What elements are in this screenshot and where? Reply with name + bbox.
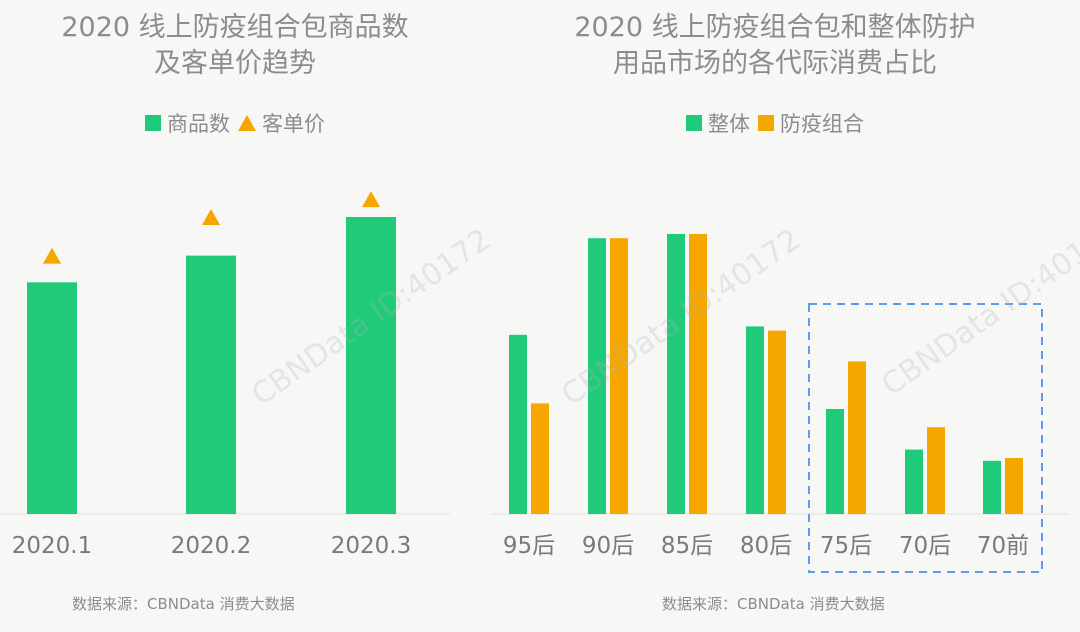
- bar-combo: [610, 238, 628, 514]
- right-legend: 整体 防疫组合: [470, 108, 1080, 138]
- bar-overall: [746, 326, 764, 514]
- marker-unit-price: [362, 191, 380, 208]
- left-panel: 2020 线上防疫组合包商品数 及客单价趋势 商品数 客单价 数据来源：CBND…: [0, 0, 470, 632]
- bar-combo: [689, 234, 707, 514]
- x-tick-label: 2020.2: [171, 533, 251, 559]
- right-title-line1: 2020 线上防疫组合包和整体防护: [574, 12, 976, 43]
- x-tick-label: 95后: [503, 533, 555, 559]
- right-panel: 2020 线上防疫组合包和整体防护 用品市场的各代际消费占比 整体 防疫组合 数…: [470, 0, 1080, 632]
- bar-combo: [848, 361, 866, 514]
- bar-combo: [1005, 458, 1023, 514]
- legend-label: 整体: [708, 112, 750, 136]
- legend-label: 商品数: [167, 112, 230, 136]
- green-square-icon: [145, 115, 161, 131]
- bar-overall: [588, 238, 606, 514]
- bar-product-count: [27, 282, 77, 514]
- x-tick-label: 2020.1: [12, 533, 92, 559]
- left-title-line2: 及客单价趋势: [154, 48, 316, 79]
- left-title-line1: 2020 线上防疫组合包商品数: [61, 12, 409, 43]
- left-source-note: 数据来源：CBNData 消费大数据: [72, 595, 295, 613]
- right-title-line2: 用品市场的各代际消费占比: [613, 48, 937, 79]
- legend-label: 防疫组合: [780, 112, 864, 136]
- marker-unit-price: [202, 209, 220, 225]
- x-tick-label: 70前: [977, 533, 1029, 559]
- right-source-note: 数据来源：CBNData 消费大数据: [662, 595, 885, 613]
- bar-overall: [826, 409, 844, 514]
- bar-combo: [927, 427, 945, 514]
- bar-product-count: [186, 255, 236, 515]
- x-tick-label: 80后: [740, 533, 792, 559]
- x-tick-label: 2020.3: [331, 533, 411, 559]
- bar-product-count: [346, 217, 396, 514]
- legend-item-price: 客单价: [238, 108, 325, 138]
- left-chart-title: 2020 线上防疫组合包商品数 及客单价趋势: [0, 10, 470, 82]
- bar-overall: [667, 234, 685, 514]
- bar-overall: [983, 460, 1001, 514]
- marker-unit-price: [43, 247, 61, 264]
- bar-overall: [905, 449, 923, 514]
- bar-combo: [768, 330, 786, 514]
- legend-item-overall: 整体: [686, 108, 750, 138]
- right-chart-title: 2020 线上防疫组合包和整体防护 用品市场的各代际消费占比: [470, 10, 1080, 82]
- bar-overall: [509, 334, 527, 514]
- x-tick-label: 90后: [582, 533, 634, 559]
- orange-triangle-icon: [238, 115, 256, 131]
- x-tick-label: 70后: [899, 533, 951, 559]
- legend-label: 客单价: [262, 112, 325, 136]
- bar-combo: [531, 403, 549, 514]
- green-square-icon: [686, 115, 702, 131]
- legend-item-count: 商品数: [145, 108, 230, 138]
- legend-item-combo: 防疫组合: [758, 108, 864, 138]
- highlight-box: [808, 303, 1043, 573]
- orange-square-icon: [758, 115, 774, 131]
- x-tick-label: 85后: [661, 533, 713, 559]
- x-tick-label: 75后: [820, 533, 872, 559]
- left-legend: 商品数 客单价: [0, 108, 470, 138]
